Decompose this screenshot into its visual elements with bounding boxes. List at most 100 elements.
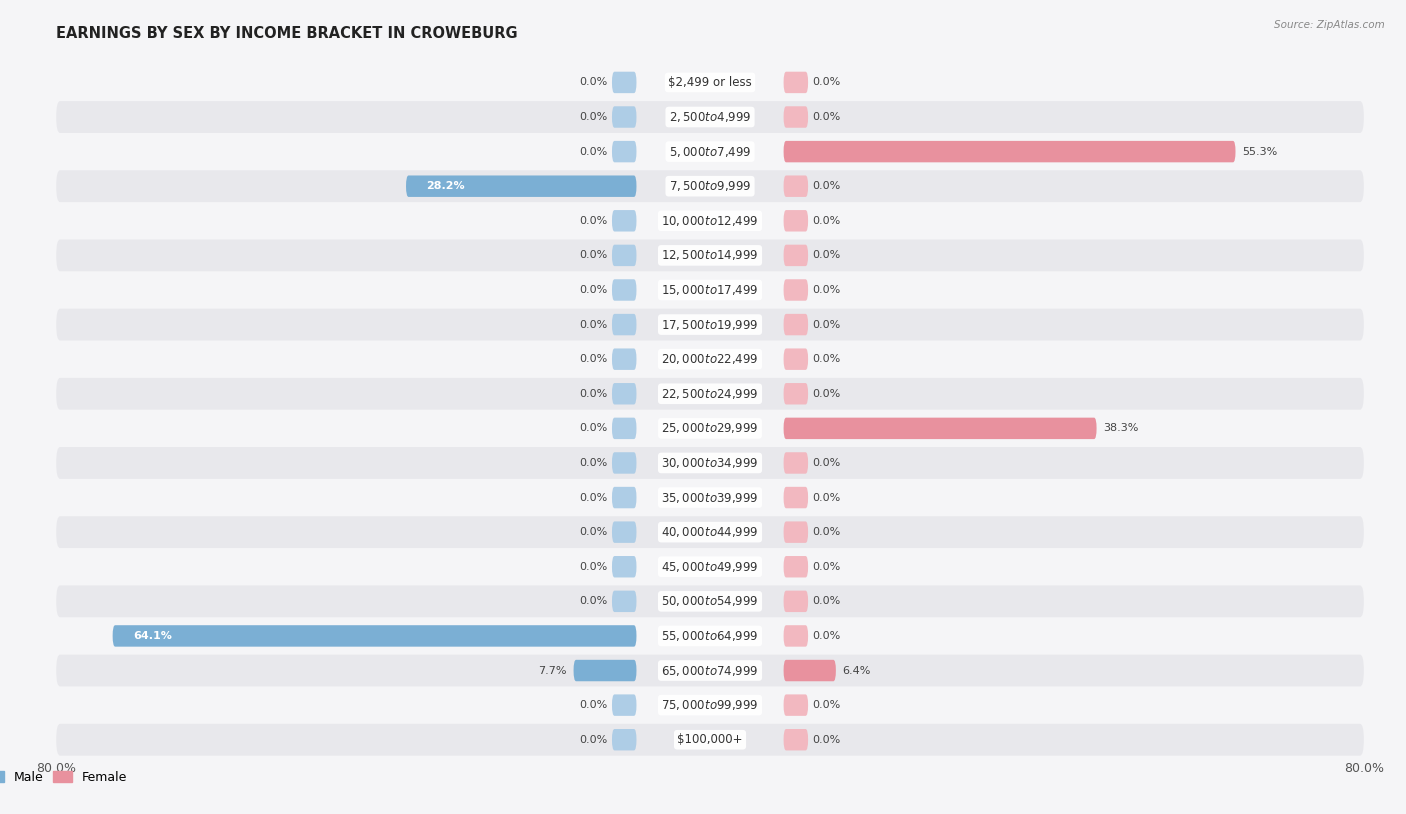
FancyBboxPatch shape [574, 660, 637, 681]
Text: 28.2%: 28.2% [426, 182, 465, 191]
FancyBboxPatch shape [612, 453, 637, 474]
FancyBboxPatch shape [612, 279, 637, 300]
Text: 0.0%: 0.0% [579, 527, 607, 537]
Text: 0.0%: 0.0% [813, 562, 841, 571]
FancyBboxPatch shape [783, 694, 808, 716]
Text: 0.0%: 0.0% [579, 423, 607, 433]
Text: $25,000 to $29,999: $25,000 to $29,999 [661, 422, 759, 435]
FancyBboxPatch shape [612, 107, 637, 128]
FancyBboxPatch shape [56, 724, 1364, 755]
Text: 0.0%: 0.0% [579, 77, 607, 87]
Text: 0.0%: 0.0% [813, 735, 841, 745]
FancyBboxPatch shape [56, 239, 1364, 271]
Text: Source: ZipAtlas.com: Source: ZipAtlas.com [1274, 20, 1385, 30]
FancyBboxPatch shape [56, 447, 1364, 479]
Text: 0.0%: 0.0% [579, 389, 607, 399]
FancyBboxPatch shape [783, 72, 808, 93]
Text: $40,000 to $44,999: $40,000 to $44,999 [661, 525, 759, 539]
FancyBboxPatch shape [783, 591, 808, 612]
FancyBboxPatch shape [612, 383, 637, 405]
FancyBboxPatch shape [783, 660, 837, 681]
FancyBboxPatch shape [612, 522, 637, 543]
FancyBboxPatch shape [612, 694, 637, 716]
Text: 0.0%: 0.0% [813, 492, 841, 502]
Text: 0.0%: 0.0% [579, 735, 607, 745]
FancyBboxPatch shape [56, 689, 1364, 721]
Text: 0.0%: 0.0% [813, 389, 841, 399]
Text: 38.3%: 38.3% [1104, 423, 1139, 433]
FancyBboxPatch shape [783, 418, 1097, 439]
FancyBboxPatch shape [783, 279, 808, 300]
Text: 0.0%: 0.0% [579, 597, 607, 606]
Text: $45,000 to $49,999: $45,000 to $49,999 [661, 560, 759, 574]
FancyBboxPatch shape [56, 136, 1364, 168]
Text: 0.0%: 0.0% [813, 285, 841, 295]
FancyBboxPatch shape [612, 314, 637, 335]
Text: 0.0%: 0.0% [813, 251, 841, 260]
Text: 0.0%: 0.0% [813, 77, 841, 87]
FancyBboxPatch shape [783, 314, 808, 335]
Text: 0.0%: 0.0% [813, 216, 841, 225]
FancyBboxPatch shape [612, 418, 637, 439]
FancyBboxPatch shape [612, 141, 637, 162]
FancyBboxPatch shape [783, 210, 808, 231]
FancyBboxPatch shape [783, 522, 808, 543]
Text: 0.0%: 0.0% [579, 251, 607, 260]
Text: 0.0%: 0.0% [579, 562, 607, 571]
FancyBboxPatch shape [56, 101, 1364, 133]
Text: $65,000 to $74,999: $65,000 to $74,999 [661, 663, 759, 677]
Text: $30,000 to $34,999: $30,000 to $34,999 [661, 456, 759, 470]
Text: $75,000 to $99,999: $75,000 to $99,999 [661, 698, 759, 712]
Text: $5,000 to $7,499: $5,000 to $7,499 [669, 145, 751, 159]
FancyBboxPatch shape [56, 413, 1364, 444]
Text: 0.0%: 0.0% [579, 354, 607, 364]
FancyBboxPatch shape [612, 591, 637, 612]
FancyBboxPatch shape [612, 487, 637, 508]
Text: $35,000 to $39,999: $35,000 to $39,999 [661, 491, 759, 505]
FancyBboxPatch shape [783, 625, 808, 646]
Legend: Male, Female: Male, Female [0, 766, 132, 789]
Text: 0.0%: 0.0% [579, 285, 607, 295]
FancyBboxPatch shape [56, 67, 1364, 98]
Text: 0.0%: 0.0% [813, 320, 841, 330]
Text: 0.0%: 0.0% [579, 700, 607, 710]
FancyBboxPatch shape [783, 383, 808, 405]
FancyBboxPatch shape [783, 141, 1236, 162]
Text: 0.0%: 0.0% [579, 112, 607, 122]
FancyBboxPatch shape [56, 516, 1364, 548]
Text: 6.4%: 6.4% [842, 666, 870, 676]
FancyBboxPatch shape [783, 176, 808, 197]
FancyBboxPatch shape [56, 309, 1364, 340]
Text: 0.0%: 0.0% [579, 492, 607, 502]
FancyBboxPatch shape [783, 348, 808, 370]
Text: 7.7%: 7.7% [538, 666, 567, 676]
Text: $10,000 to $12,499: $10,000 to $12,499 [661, 214, 759, 228]
FancyBboxPatch shape [56, 170, 1364, 202]
FancyBboxPatch shape [612, 729, 637, 751]
FancyBboxPatch shape [612, 556, 637, 577]
FancyBboxPatch shape [56, 378, 1364, 409]
FancyBboxPatch shape [56, 585, 1364, 617]
Text: 0.0%: 0.0% [813, 527, 841, 537]
Text: 0.0%: 0.0% [813, 112, 841, 122]
FancyBboxPatch shape [56, 344, 1364, 375]
FancyBboxPatch shape [56, 620, 1364, 652]
Text: $100,000+: $100,000+ [678, 733, 742, 746]
FancyBboxPatch shape [783, 487, 808, 508]
FancyBboxPatch shape [56, 551, 1364, 583]
Text: $2,499 or less: $2,499 or less [668, 76, 752, 89]
FancyBboxPatch shape [56, 654, 1364, 686]
FancyBboxPatch shape [783, 453, 808, 474]
Text: $17,500 to $19,999: $17,500 to $19,999 [661, 317, 759, 331]
Text: 0.0%: 0.0% [579, 458, 607, 468]
Text: $7,500 to $9,999: $7,500 to $9,999 [669, 179, 751, 193]
FancyBboxPatch shape [56, 274, 1364, 306]
FancyBboxPatch shape [783, 107, 808, 128]
FancyBboxPatch shape [612, 348, 637, 370]
Text: 0.0%: 0.0% [813, 458, 841, 468]
Text: 0.0%: 0.0% [813, 597, 841, 606]
Text: $2,500 to $4,999: $2,500 to $4,999 [669, 110, 751, 124]
Text: 0.0%: 0.0% [813, 354, 841, 364]
Text: $50,000 to $54,999: $50,000 to $54,999 [661, 594, 759, 608]
Text: EARNINGS BY SEX BY INCOME BRACKET IN CROWEBURG: EARNINGS BY SEX BY INCOME BRACKET IN CRO… [56, 26, 517, 41]
